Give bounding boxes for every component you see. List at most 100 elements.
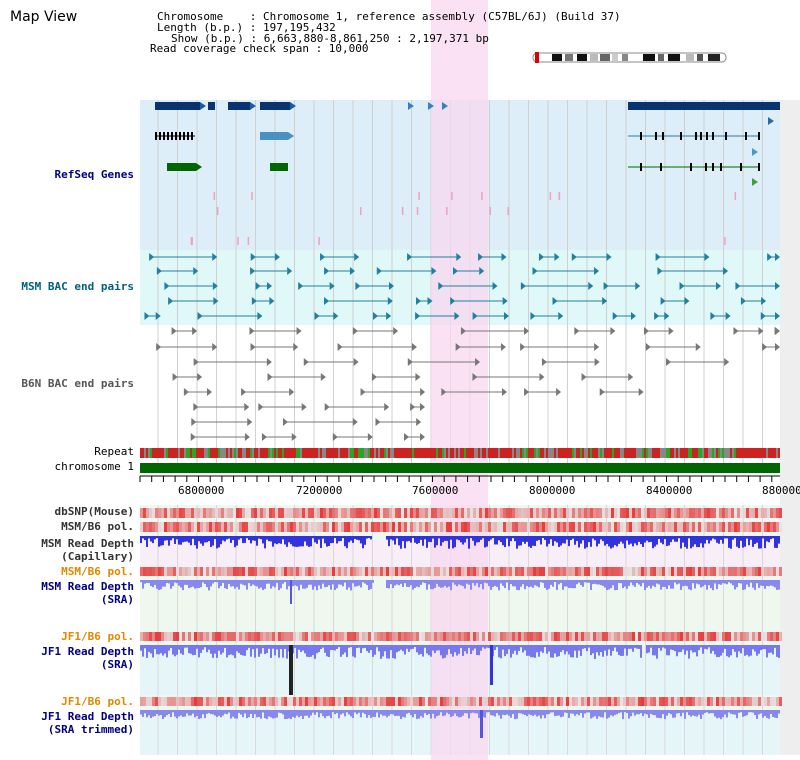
pol-cell bbox=[308, 522, 311, 532]
depth-bar bbox=[742, 710, 744, 717]
depth-bar bbox=[370, 645, 372, 651]
repeat-block bbox=[690, 448, 692, 458]
repeat-block bbox=[368, 448, 370, 458]
pol-cell bbox=[263, 522, 266, 532]
depth-bar bbox=[742, 645, 744, 649]
bac-end bbox=[431, 267, 437, 275]
pol-cell bbox=[356, 522, 359, 532]
depth-bar bbox=[448, 536, 450, 549]
pol-cell bbox=[320, 697, 323, 706]
pol-cell bbox=[449, 567, 452, 576]
pol-cell bbox=[530, 522, 533, 532]
pol-cell bbox=[239, 508, 242, 518]
pol-cell bbox=[608, 697, 611, 706]
pol-cell bbox=[422, 697, 425, 706]
pol-cell bbox=[272, 522, 275, 532]
depth-bar bbox=[616, 645, 618, 652]
depth-bar bbox=[748, 580, 750, 587]
depth-bar bbox=[240, 580, 242, 584]
repeat-block bbox=[648, 448, 650, 458]
pol-cell bbox=[398, 632, 401, 641]
track-label-jf1-depth[interactable]: JF1 Read Depth bbox=[41, 645, 134, 658]
bac-end bbox=[324, 267, 330, 275]
pol-cell bbox=[170, 522, 173, 532]
repeat-block bbox=[240, 448, 242, 458]
track-label-msm-depth-sra[interactable]: MSM Read Depth bbox=[41, 580, 134, 593]
depth-bar bbox=[226, 645, 228, 658]
depth-bar bbox=[494, 710, 496, 717]
track-label-msm-pol-1[interactable]: MSM/B6 pol. bbox=[61, 520, 134, 533]
depth-bar bbox=[524, 536, 526, 544]
pol-cell bbox=[608, 522, 611, 532]
track-label-dbsnp[interactable]: dbSNP(Mouse) bbox=[54, 505, 134, 518]
pol-cell bbox=[167, 567, 170, 576]
repeat-block bbox=[270, 448, 272, 458]
repeat-block bbox=[710, 448, 712, 458]
depth-bar bbox=[492, 710, 494, 716]
pol-cell bbox=[353, 632, 356, 641]
repeat-block bbox=[516, 448, 518, 458]
track-label-repeat[interactable]: Repeat bbox=[94, 445, 134, 458]
depth-bar bbox=[712, 645, 714, 651]
depth-bar bbox=[424, 645, 426, 648]
depth-bar bbox=[320, 580, 322, 589]
pol-cell bbox=[434, 567, 437, 576]
repeat-block bbox=[662, 448, 664, 458]
pol-cell bbox=[383, 567, 386, 576]
depth-bar bbox=[776, 580, 778, 590]
depth-bar bbox=[418, 710, 420, 719]
pol-cell bbox=[761, 508, 764, 518]
track-label-msm-pol-2[interactable]: MSM/B6 pol. bbox=[61, 565, 134, 578]
depth-bar bbox=[534, 580, 536, 586]
depth-bar bbox=[348, 645, 350, 648]
pol-cell bbox=[557, 567, 560, 576]
pol-cell bbox=[566, 697, 569, 706]
pol-cell bbox=[674, 697, 677, 706]
depth-bar bbox=[304, 536, 306, 542]
track-label-jf1-depth-trim-sub: (SRA trimmed) bbox=[47, 723, 134, 736]
track-label-refseq[interactable]: RefSeq Genes bbox=[54, 168, 134, 181]
track-label-jf1-pol-1[interactable]: JF1/B6 pol. bbox=[61, 630, 134, 643]
pol-cell bbox=[653, 522, 656, 532]
track-label-msm-depth-cap[interactable]: MSM Read Depth bbox=[41, 537, 134, 550]
repeat-block bbox=[598, 448, 600, 458]
pol-cell bbox=[527, 632, 530, 641]
track-label-jf1-pol-2[interactable]: JF1/B6 pol. bbox=[61, 695, 134, 708]
repeat-block bbox=[230, 448, 232, 458]
depth-bar bbox=[540, 710, 542, 719]
depth-bar bbox=[412, 536, 414, 539]
pol-cell bbox=[257, 567, 260, 576]
pol-cell bbox=[272, 567, 275, 576]
pol-cell bbox=[752, 697, 755, 706]
pol-cell bbox=[266, 632, 269, 641]
repeat-block bbox=[546, 448, 548, 458]
depth-bar bbox=[144, 710, 146, 714]
pol-cell bbox=[203, 508, 206, 518]
pol-cell bbox=[167, 522, 170, 532]
bac-end bbox=[472, 312, 478, 320]
track-label-b6n-bac[interactable]: B6N BAC end pairs bbox=[21, 377, 134, 390]
track-label-jf1-depth-trim[interactable]: JF1 Read Depth bbox=[41, 710, 134, 723]
track-label-msm-bac[interactable]: MSM BAC end pairs bbox=[21, 280, 134, 293]
pol-cell bbox=[416, 632, 419, 641]
depth-bar bbox=[572, 580, 574, 589]
gene-exon bbox=[167, 132, 169, 140]
pol-cell bbox=[212, 522, 215, 532]
depth-bar bbox=[542, 580, 544, 583]
repeat-block bbox=[198, 448, 200, 458]
depth-bar bbox=[430, 580, 432, 590]
repeat-block bbox=[514, 448, 516, 458]
depth-bar bbox=[220, 645, 222, 655]
repeat-block bbox=[688, 448, 690, 458]
pol-cell bbox=[602, 567, 605, 576]
pol-cell bbox=[608, 567, 611, 576]
pol-cell bbox=[194, 567, 197, 576]
pol-cell bbox=[380, 697, 383, 706]
depth-bar bbox=[224, 710, 226, 714]
repeat-block bbox=[728, 448, 730, 458]
repeat-block bbox=[264, 448, 266, 458]
track-label-chromosome[interactable]: chromosome 1 bbox=[54, 460, 134, 473]
pol-cell bbox=[188, 697, 191, 706]
depth-bar bbox=[204, 580, 206, 584]
